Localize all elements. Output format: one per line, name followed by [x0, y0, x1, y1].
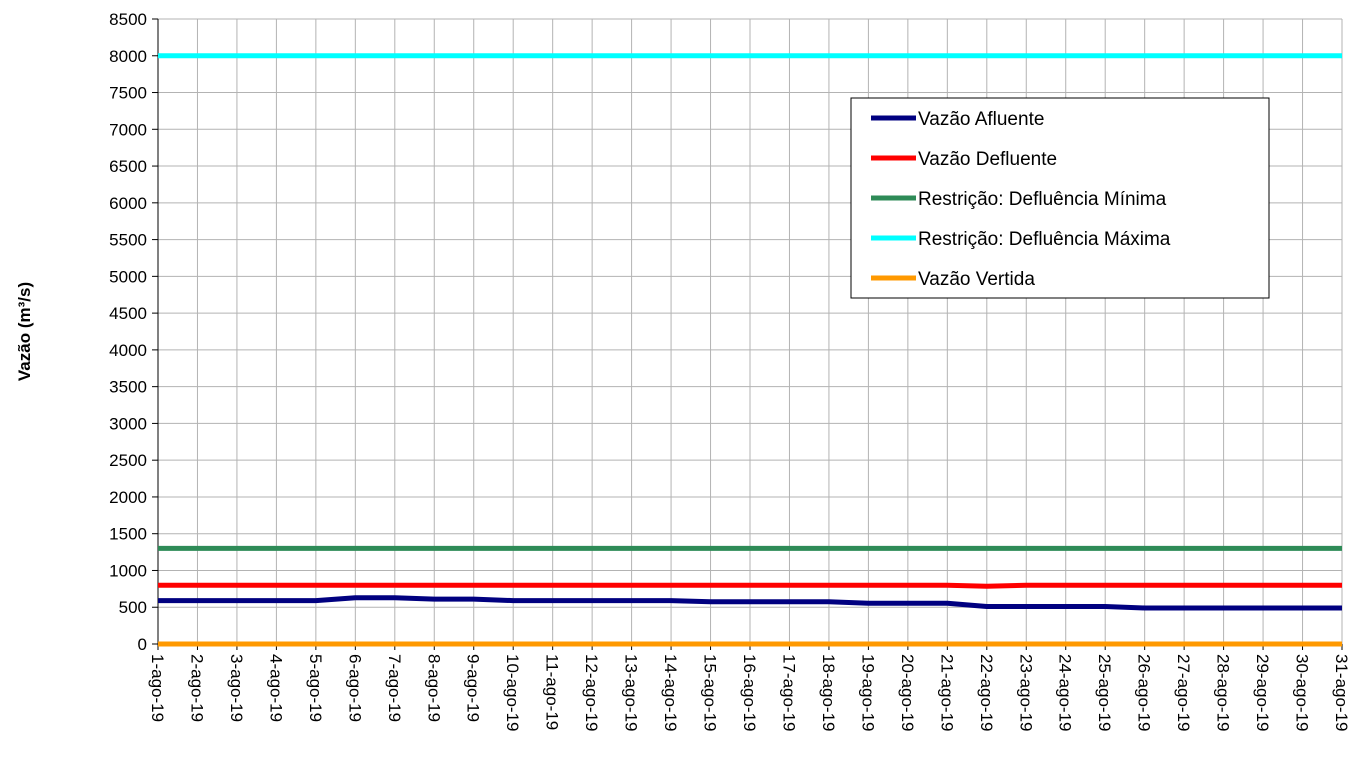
axes: 0 500 1000 1500 2000 2500 3000 3500 4000 4500 5000…	[109, 10, 1351, 732]
x-tick-label: 25-ago-19	[1095, 654, 1114, 732]
legend-label: Vazão Afluente	[918, 109, 1044, 130]
x-tick-label: 31-ago-19	[1332, 654, 1351, 732]
x-tick-label: 23-ago-19	[1016, 654, 1035, 732]
x-tick-label: 17-ago-19	[779, 654, 798, 732]
x-tick-label: 26-ago-19	[1135, 654, 1154, 732]
legend-label: Vazão Defluente	[918, 149, 1057, 170]
x-tick-label: 7-ago-19	[385, 654, 404, 722]
x-tick-label: 12-ago-19	[582, 654, 601, 732]
y-tick-label: 3000	[109, 414, 147, 433]
x-tick-label: 5-ago-19	[306, 654, 325, 722]
y-axis-label: Vazão (m³/s)	[15, 282, 34, 381]
x-tick-label: 13-ago-19	[622, 654, 641, 732]
y-tick-label: 500	[119, 598, 147, 617]
x-tick-label: 24-ago-19	[1056, 654, 1075, 732]
y-tick-label: 8500	[109, 10, 147, 29]
x-tick-label: 20-ago-19	[898, 654, 917, 732]
y-tick-label: 0	[138, 635, 147, 654]
y-tick-label: 8000	[109, 47, 147, 66]
x-tick-label: 30-ago-19	[1293, 654, 1312, 732]
y-tick-label: 1500	[109, 525, 147, 544]
x-tick-label: 28-ago-19	[1214, 654, 1233, 732]
legend-box	[850, 97, 1270, 299]
x-tick-label: 15-ago-19	[701, 654, 720, 732]
x-tick-label: 6-ago-19	[345, 654, 364, 722]
y-tick-label: 5500	[109, 231, 147, 250]
x-tick-label: 18-ago-19	[819, 654, 838, 732]
x-tick-label: 22-ago-19	[977, 654, 996, 732]
legend-label: Vazão Vertida	[918, 269, 1035, 290]
y-tick-label: 5000	[109, 267, 147, 286]
x-tick-label: 21-ago-19	[937, 654, 956, 732]
x-tick-label: 1-ago-19	[148, 654, 167, 722]
y-tick-label: 2000	[109, 488, 147, 507]
x-tick-label: 9-ago-19	[464, 654, 483, 722]
x-tick-label: 2-ago-19	[187, 654, 206, 722]
x-tick-label: 4-ago-19	[266, 654, 285, 722]
series-line-0	[158, 595, 1342, 611]
y-tick-label: 4500	[109, 304, 147, 323]
y-tick-label: 6000	[109, 194, 147, 213]
y-tick-label: 3500	[109, 378, 147, 397]
x-tick-label: 14-ago-19	[661, 654, 680, 732]
x-tick-label: 16-ago-19	[740, 654, 759, 732]
x-tick-label: 3-ago-19	[227, 654, 246, 722]
legend-label: Restrição: Defluência Máxima	[918, 229, 1171, 250]
y-tick-label: 6500	[109, 157, 147, 176]
legend: Vazão Afluente Vazão Defluente Restrição: …	[850, 97, 1270, 299]
y-tick-label: 1000	[109, 561, 147, 580]
series-lines	[158, 53, 1342, 647]
legend-label: Restrição: Defluência Mínima	[918, 189, 1167, 210]
x-tick-label: 29-ago-19	[1253, 654, 1272, 732]
x-tick-label: 10-ago-19	[503, 654, 522, 732]
y-tick-label: 2500	[109, 451, 147, 470]
series-line-1	[158, 582, 1342, 589]
y-tick-label: 7500	[109, 84, 147, 103]
x-tick-label: 19-ago-19	[858, 654, 877, 732]
x-tick-label: 8-ago-19	[424, 654, 443, 722]
y-tick-label: 7000	[109, 120, 147, 139]
y-tick-label: 4000	[109, 341, 147, 360]
x-tick-label: 11-ago-19	[543, 654, 562, 730]
x-tick-label: 27-ago-19	[1174, 654, 1193, 732]
